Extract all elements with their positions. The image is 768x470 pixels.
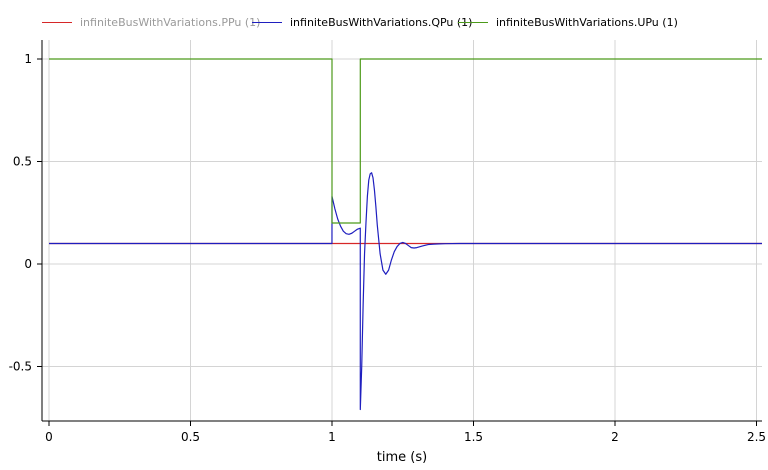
- legend-swatch-ppu: [42, 21, 72, 23]
- grid-lines: [42, 40, 762, 421]
- legend-label-upu: infiniteBusWithVariations.UPu (1): [496, 15, 678, 29]
- legend-swatch-upu: [458, 21, 488, 23]
- legend-label-qpu: infiniteBusWithVariations.QPu (1): [290, 15, 473, 29]
- series-line-upu: [49, 58, 762, 224]
- x-tick-label: 2.5: [747, 430, 766, 444]
- y-tick-label: 1: [24, 52, 32, 66]
- legend-item-ppu[interactable]: infiniteBusWithVariations.PPu (1): [42, 12, 260, 32]
- series-line-qpu: [49, 172, 762, 411]
- legend-label-ppu: infiniteBusWithVariations.PPu (1): [80, 15, 261, 29]
- legend: infiniteBusWithVariations.PPu (1) infini…: [0, 0, 768, 40]
- y-tick-label: -0.5: [9, 360, 32, 374]
- x-tick-label: 2: [611, 430, 619, 444]
- legend-item-upu[interactable]: infiniteBusWithVariations.UPu (1): [458, 12, 678, 32]
- x-tick-label: 1.5: [464, 430, 483, 444]
- x-axis-label: time (s): [377, 450, 427, 465]
- x-tick-label: 0: [45, 430, 53, 444]
- series-lines: [49, 58, 762, 411]
- x-tick-label: 1: [328, 430, 336, 444]
- y-tick-label: 0.5: [13, 155, 32, 169]
- x-tick-label: 0.5: [181, 430, 200, 444]
- legend-item-qpu[interactable]: infiniteBusWithVariations.QPu (1): [252, 12, 472, 32]
- y-tick-label: 0: [24, 257, 32, 271]
- tick-labels: 0 0.5 1 1.5 2 2.5 -0.5 0 0.5 1: [9, 52, 766, 444]
- legend-swatch-qpu: [252, 21, 282, 23]
- axes: [37, 40, 762, 426]
